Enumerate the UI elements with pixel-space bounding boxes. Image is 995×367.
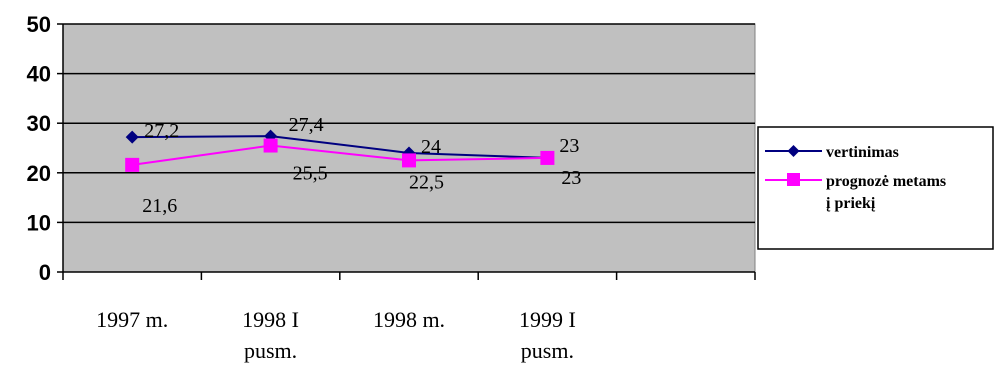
x-tick-label-0: 1997 m. — [96, 307, 168, 332]
legend-label-prognoze-line2: į priekį — [826, 195, 876, 212]
data-label-series-1-point-2: 22,5 — [409, 171, 444, 193]
data-label-series-0-point-3: 23 — [559, 135, 579, 157]
x-tick-label-1: 1998 I — [242, 307, 299, 332]
series-1-point-3 — [540, 150, 555, 165]
x-tick-label-2: 1998 m. — [373, 307, 445, 332]
y-tick-label-10: 10 — [27, 210, 51, 235]
series — [125, 129, 555, 172]
legend-label-vertinimas: vertinimas — [826, 144, 899, 161]
data-label-series-1-point-3: 23 — [561, 167, 581, 189]
x-tick-label-3: 1999 I — [519, 307, 576, 332]
series-1-point-2 — [402, 153, 416, 168]
y-tick-label-40: 40 — [27, 62, 51, 87]
legend-label-prognoze-line1: prognozė metams — [826, 173, 946, 190]
y-tick-label-20: 20 — [27, 161, 51, 186]
gridlines — [63, 23, 755, 224]
y-tick-label-0: 0 — [39, 260, 51, 285]
x-tick-label-3-line2: pusm. — [521, 338, 574, 363]
legend-marker-prognoze — [787, 173, 800, 186]
series-1-point-0 — [125, 157, 140, 172]
series-0-point-0 — [125, 130, 139, 144]
data-labels: 27,2 27,4 24 23 21,6 25,5 22,5 23 — [142, 114, 581, 217]
legend: vertinimas prognozė metams į priekį — [757, 126, 994, 250]
data-label-series-1-point-0: 21,6 — [142, 195, 177, 217]
y-tick-label-30: 30 — [27, 111, 51, 136]
axes: 0 10 20 30 40 50 1997 m. 1998 I pusm. 1998 m. 1999… — [27, 12, 756, 363]
data-label-series-0-point-0: 27,2 — [144, 120, 179, 142]
legend-marker-vertinimas — [787, 145, 800, 157]
legend-box — [757, 126, 994, 250]
series-1-point-1 — [263, 138, 278, 153]
y-tick-label-50: 50 — [27, 12, 51, 37]
data-label-series-0-point-1: 27,4 — [289, 114, 324, 136]
series-line-0 — [132, 135, 548, 159]
data-label-series-1-point-1: 25,5 — [293, 163, 328, 185]
x-tick-label-1-line2: pusm. — [244, 338, 297, 363]
series-line-1 — [132, 144, 548, 166]
data-label-series-0-point-2: 24 — [421, 136, 441, 158]
